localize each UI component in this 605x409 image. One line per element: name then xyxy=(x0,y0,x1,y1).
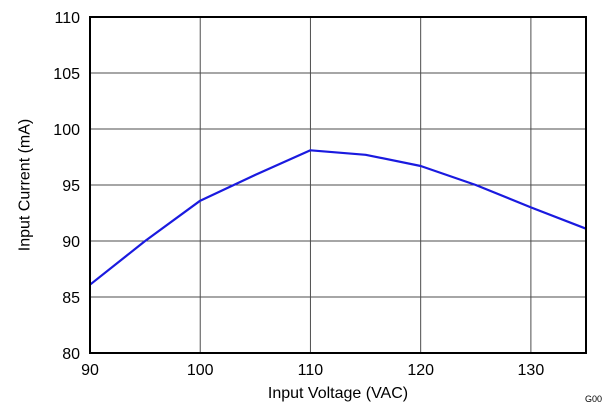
y-tick-label: 110 xyxy=(54,10,80,27)
plot-frame xyxy=(89,16,587,354)
y-tick-label: 95 xyxy=(62,178,80,195)
y-tick-labels: 80 85 90 95 100 105 110 xyxy=(53,10,80,363)
y-axis-label: Input Current (mA) xyxy=(17,119,34,251)
x-tick-label: 120 xyxy=(407,362,434,379)
grid xyxy=(90,17,586,353)
y-tick-label: 80 xyxy=(62,346,80,363)
figure-code: G00 xyxy=(585,394,602,404)
series-layer xyxy=(89,149,587,286)
x-axis-label: Input Voltage (VAC) xyxy=(268,385,408,402)
y-tick-label: 90 xyxy=(62,234,80,251)
x-tick-label: 100 xyxy=(187,362,214,379)
x-tick-label: 110 xyxy=(298,362,324,379)
series-line xyxy=(89,149,587,286)
x-tick-label: 130 xyxy=(518,362,545,379)
x-tick-labels: 90 100 110 120 130 xyxy=(81,362,544,379)
y-tick-label: 100 xyxy=(53,122,80,139)
x-tick-label: 90 xyxy=(81,362,99,379)
y-tick-label: 85 xyxy=(62,290,80,307)
y-tick-label: 105 xyxy=(53,66,80,83)
